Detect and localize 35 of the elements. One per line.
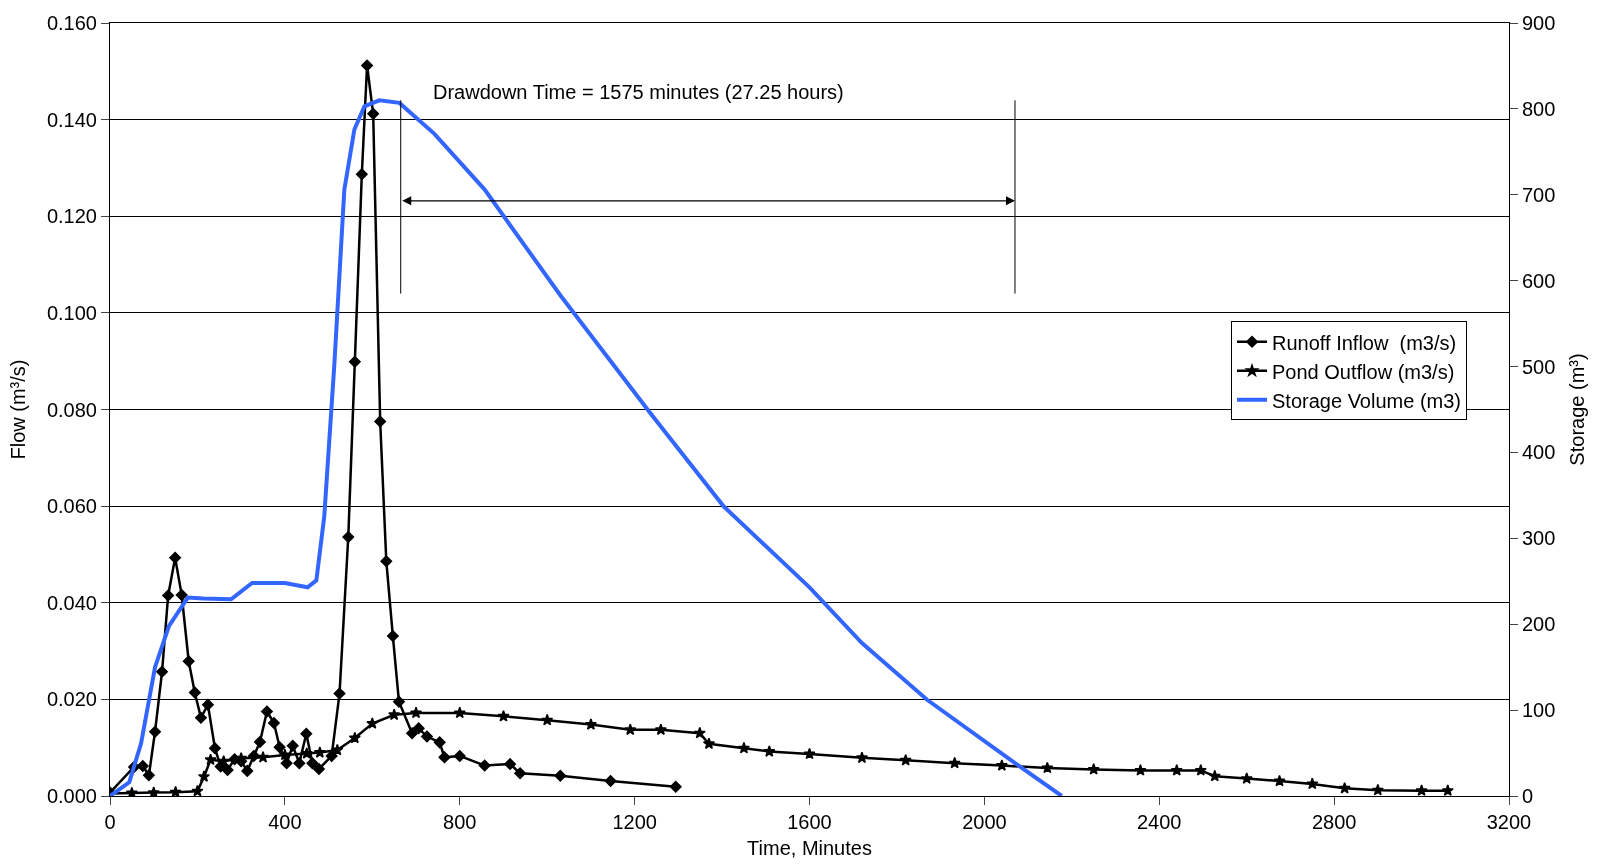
x-tick-label: 0: [104, 811, 116, 833]
legend-label: Runoff Inflow (m3/s): [1272, 331, 1457, 354]
y2-tick-label: 900: [1522, 12, 1556, 34]
legend-label: Pond Outflow (m3/s): [1272, 360, 1455, 383]
y2-tick-label: 600: [1522, 269, 1556, 292]
y-tick-label: 0.120: [46, 205, 97, 228]
y-axis-title: Flow (m³/s): [7, 359, 30, 460]
x-tick-label: 2400: [1137, 811, 1182, 833]
y-tick-label: 0.060: [46, 495, 97, 518]
y2-tick-label: 500: [1522, 355, 1556, 378]
y2-tick-label: 800: [1522, 97, 1556, 120]
y2-tick-label: 400: [1522, 441, 1556, 464]
y-tick-label: 0.040: [46, 591, 97, 614]
y2-tick-label: 0: [1522, 785, 1534, 807]
annotation: Drawdown Time = 1575 minutes (27.25 hours): [433, 81, 844, 103]
y-tick-label: 0.140: [46, 108, 97, 131]
y2-tick-label: 700: [1522, 183, 1556, 206]
x-tick-label: 2800: [1311, 811, 1357, 833]
x-tick-label: 400: [268, 811, 302, 833]
y-tick-label: 0.000: [46, 785, 97, 807]
y-tick-label: 0.080: [46, 398, 97, 421]
y2-tick-label: 200: [1522, 613, 1556, 636]
x-tick-label: 800: [443, 811, 477, 833]
y-tick-label: 0.100: [46, 301, 97, 324]
x-tick-label: 2000: [962, 811, 1007, 833]
y2-tick-label: 300: [1522, 527, 1556, 550]
x-tick-label: 1600: [787, 811, 832, 833]
x-tick-label: 3200: [1486, 811, 1532, 833]
y-tick-label: 0.020: [46, 688, 97, 711]
y-tick-label: 0.160: [46, 12, 97, 34]
y2-axis-title: Storage (m³): [1565, 353, 1588, 466]
x-axis-title: Time, Minutes: [747, 836, 872, 859]
x-tick-label: 1200: [612, 811, 657, 833]
y2-tick-label: 100: [1522, 699, 1556, 722]
legend-label: Storage Volume (m3): [1272, 389, 1462, 412]
